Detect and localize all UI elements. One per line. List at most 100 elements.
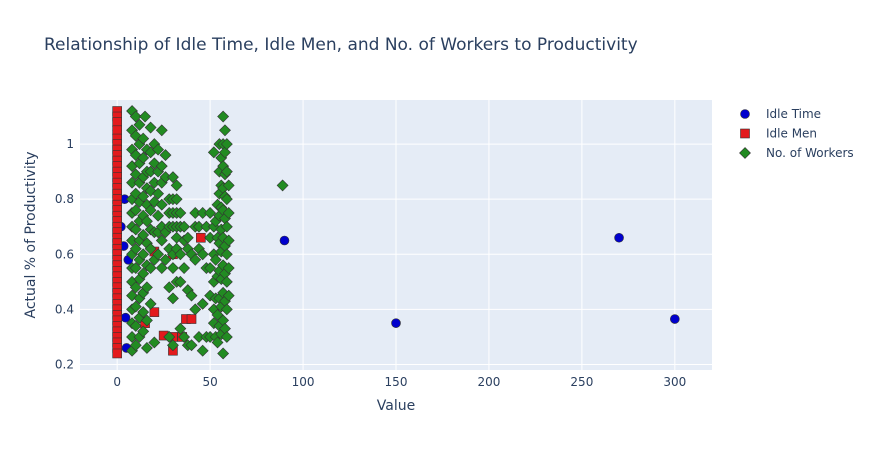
data-point-diamond: [129, 110, 142, 123]
x-tick-label: 100: [292, 375, 315, 389]
legend-marker-diamond-icon: [739, 147, 751, 159]
legend-item[interactable]: Idle Men: [740, 127, 818, 141]
x-tick-label: 0: [113, 375, 121, 389]
data-point-diamond: [196, 248, 209, 261]
data-point-diamond: [220, 165, 233, 178]
data-point-diamond: [189, 253, 202, 266]
data-point-diamond: [155, 262, 168, 274]
legend-marker-circle-icon: [740, 109, 750, 119]
x-tick-label: 300: [663, 375, 686, 389]
data-point-diamond: [137, 248, 150, 261]
data-point-diamond: [137, 229, 150, 241]
data-point-diamond: [129, 242, 142, 255]
x-tick-label: 50: [202, 375, 217, 389]
y-tick-label: 0.2: [55, 357, 74, 371]
data-point-square: [112, 117, 122, 127]
data-point-diamond: [152, 143, 164, 156]
data-point-diamond: [174, 322, 187, 335]
data-point-diamond: [167, 292, 179, 305]
data-point-diamond: [174, 275, 187, 288]
data-point-diamond: [159, 253, 172, 266]
legend-label: Idle Time: [766, 107, 821, 121]
data-point-diamond: [219, 124, 231, 137]
legend-label: Idle Men: [766, 127, 817, 141]
data-point-diamond: [220, 248, 233, 261]
data-point-square: [186, 314, 197, 324]
data-point-diamond: [144, 242, 157, 255]
data-point-diamond: [155, 160, 168, 173]
data-point-diamond: [185, 339, 198, 352]
data-point-square: [112, 125, 122, 136]
data-point-diamond: [207, 146, 220, 159]
data-point-diamond: [220, 303, 233, 316]
data-point-diamond: [140, 342, 153, 354]
data-point-diamond: [152, 187, 164, 200]
data-point-diamond: [189, 303, 202, 316]
data-point-diamond: [178, 262, 191, 274]
data-point-diamond: [137, 151, 150, 164]
data-point-diamond: [217, 110, 230, 123]
data-point-diamond: [137, 306, 150, 319]
data-point-diamond: [174, 207, 187, 219]
data-point-diamond: [204, 262, 217, 274]
data-point-diamond: [140, 314, 153, 327]
data-point-diamond: [129, 339, 142, 352]
legend-item[interactable]: No. of Workers: [739, 146, 854, 160]
data-point-diamond: [220, 331, 233, 343]
data-point-diamond: [129, 300, 142, 313]
data-point-diamond: [185, 289, 198, 302]
x-tick-label: 200: [477, 375, 500, 389]
data-point-square: [149, 307, 160, 317]
data-point-diamond: [209, 253, 222, 266]
data-point-diamond: [219, 146, 231, 159]
y-tick-label: 1: [66, 137, 74, 151]
data-point-diamond: [148, 336, 161, 349]
data-point-diamond: [129, 168, 142, 181]
data-point-diamond: [155, 234, 168, 247]
data-point-diamond: [222, 289, 235, 302]
data-point-diamond: [211, 336, 224, 349]
data-point-diamond: [222, 179, 235, 192]
data-point-circle: [670, 314, 680, 324]
data-point-diamond: [155, 124, 168, 137]
data-point-diamond: [163, 281, 176, 294]
data-point-diamond: [170, 193, 183, 206]
data-point-diamond: [144, 297, 157, 310]
data-point-diamond: [167, 339, 179, 352]
data-point-diamond: [137, 190, 150, 203]
data-point-diamond: [276, 179, 289, 192]
data-point-square: [112, 348, 122, 359]
x-axis-title: Value: [377, 398, 415, 414]
data-point-diamond: [144, 121, 157, 134]
data-point-diamond: [170, 179, 183, 192]
data-point-diamond: [140, 215, 153, 228]
legend-marker-square-icon: [740, 128, 750, 139]
data-point-diamond: [220, 275, 233, 288]
data-point-diamond: [137, 325, 150, 338]
legend-item[interactable]: Idle Time: [740, 107, 822, 121]
data-point-diamond: [129, 281, 142, 294]
y-axis-title: Actual % of Productivity: [23, 151, 39, 318]
data-point-diamond: [144, 262, 157, 274]
data-point-diamond: [178, 331, 191, 343]
data-point-diamond: [148, 196, 161, 208]
data-point-diamond: [129, 223, 142, 236]
y-tick-label: 0.4: [55, 302, 74, 316]
data-point-square: [196, 232, 206, 243]
data-point-circle: [391, 318, 401, 328]
legend-label: No. of Workers: [766, 146, 854, 160]
data-point-diamond: [137, 132, 150, 145]
data-point-diamond: [196, 297, 209, 310]
data-point-diamond: [137, 267, 150, 280]
data-point-diamond: [152, 209, 164, 222]
legend[interactable]: Idle Time Idle Men No. of Workers: [739, 107, 854, 160]
series-2: [126, 105, 289, 360]
data-point-diamond: [167, 262, 179, 274]
data-point-diamond: [129, 149, 142, 162]
data-point-diamond: [152, 248, 164, 261]
data-point-diamond: [204, 289, 217, 302]
data-point-diamond: [140, 281, 153, 294]
data-point-diamond: [159, 149, 172, 162]
